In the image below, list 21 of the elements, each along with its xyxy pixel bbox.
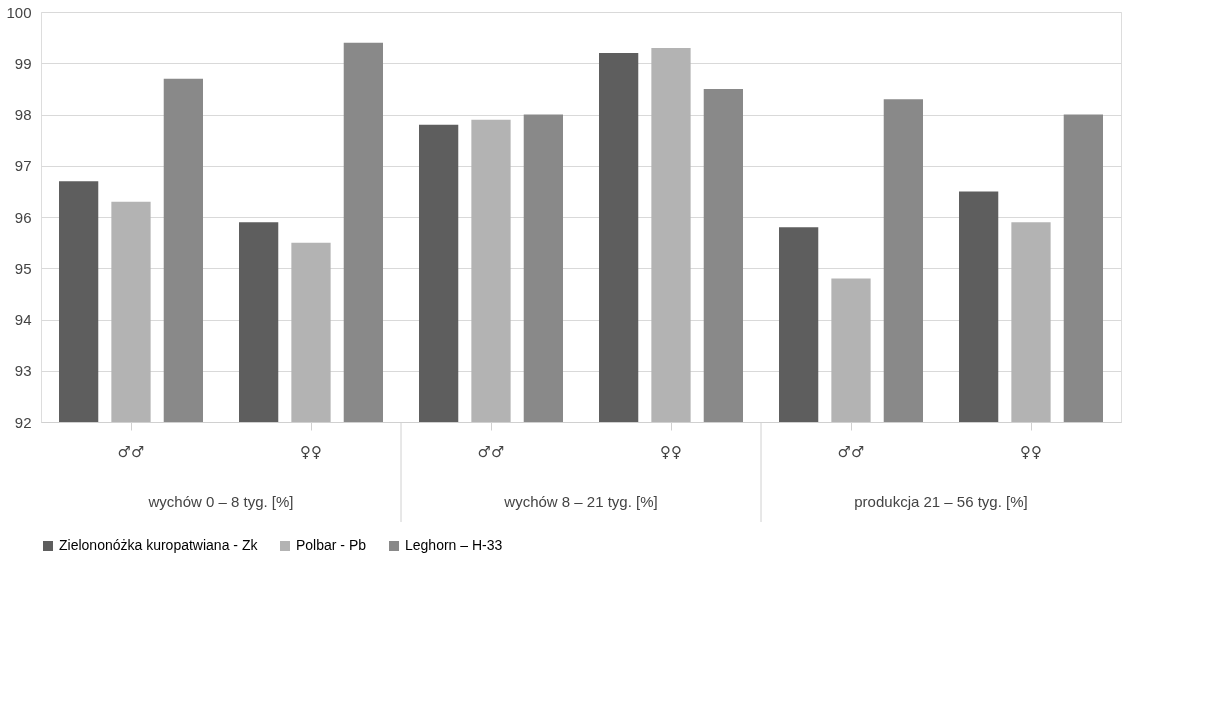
y-tick-label: 95 [14,259,32,277]
y-tick-label: 96 [14,208,32,226]
x-tick-label: ♀♀ [660,442,682,461]
x-tick-label: ♂♂ [117,442,145,461]
y-tick-label: 100 [6,3,32,21]
legend-label: Leghorn – H-33 [405,537,503,553]
y-tick-label: 99 [14,54,32,72]
y-tick-label: 92 [14,413,32,431]
text: wychów 8 – 21 tyg. [%] [503,493,658,510]
x-tick-label: ♂♂ [477,442,505,461]
x-tick-label: ♀♀ [300,442,322,461]
text: produkcja 21 – 56 tyg. [%] [854,493,1028,510]
y-tick-label: 94 [14,311,32,328]
legend-label: Polbar - Pb [296,537,367,553]
y-tick-label: 93 [14,362,32,380]
legend-label: Zielononóżka kuropatwiana - Zk [59,537,259,553]
y-tick-label: 98 [14,106,32,123]
text: wychów 0 – 8 tyg. [%] [147,493,294,510]
x-tick-label: ♀♀ [1020,442,1042,461]
x-tick-label: ♂♂ [837,442,865,461]
y-tick-label: 97 [14,157,32,175]
